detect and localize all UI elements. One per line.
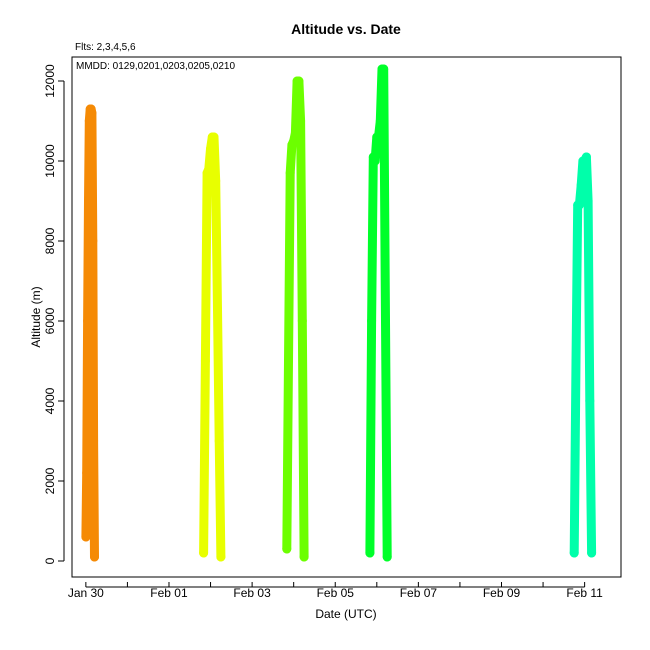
data-point bbox=[89, 436, 99, 446]
data-point bbox=[84, 116, 94, 126]
y-tick-label: 10000 bbox=[43, 144, 57, 178]
data-point bbox=[381, 316, 390, 326]
plot-area: MMDD: 0129,0201,0203,0205,0210 bbox=[71, 56, 622, 578]
y-tick-label: 8000 bbox=[43, 227, 57, 254]
data-point bbox=[382, 552, 392, 562]
x-tick-label: Feb 05 bbox=[317, 586, 355, 600]
data-point bbox=[296, 116, 306, 126]
flight-trace-line bbox=[365, 64, 392, 562]
data-point bbox=[576, 180, 586, 190]
flight-trace-line bbox=[81, 104, 99, 562]
x-axis: Jan 30 Feb 01 Feb 03 Feb 05 Feb 07 Feb 09 Feb … bbox=[68, 582, 603, 600]
x-tick-label: Feb 09 bbox=[483, 586, 521, 600]
data-point bbox=[83, 316, 93, 326]
plot-frame bbox=[71, 56, 622, 578]
y-tick-label: 4000 bbox=[43, 387, 57, 414]
data-point bbox=[375, 116, 385, 126]
data-point bbox=[88, 236, 98, 246]
data-point bbox=[571, 356, 581, 366]
data-point bbox=[299, 552, 309, 562]
data-point bbox=[284, 356, 293, 366]
data-point bbox=[581, 152, 591, 162]
data-point bbox=[282, 544, 292, 554]
data-point bbox=[569, 548, 579, 558]
flight-series bbox=[569, 152, 597, 558]
data-point bbox=[211, 176, 221, 186]
x-tick-label: Jan 30 bbox=[68, 586, 104, 600]
x-tick-label: Feb 07 bbox=[400, 586, 438, 600]
data-point bbox=[370, 156, 380, 166]
data-point bbox=[583, 196, 593, 206]
data-point bbox=[81, 532, 91, 542]
data-point bbox=[206, 144, 215, 154]
data-point bbox=[379, 64, 389, 74]
y-tick-label: 12000 bbox=[43, 64, 57, 98]
data-point bbox=[574, 200, 584, 210]
data-point bbox=[374, 132, 383, 142]
chart-title: Altitude vs. Date bbox=[291, 21, 401, 37]
flight-trace-line bbox=[199, 132, 226, 562]
flight-trace-line bbox=[569, 152, 597, 558]
data-point bbox=[294, 76, 304, 86]
data-point bbox=[365, 548, 375, 558]
data-point bbox=[200, 356, 210, 366]
flight-series bbox=[81, 104, 99, 562]
data-point bbox=[290, 128, 300, 138]
y-axis: 0 2000 4000 6000 8000 10000 12000 bbox=[43, 64, 65, 564]
x-tick-label: Feb 11 bbox=[566, 586, 603, 600]
x-tick-label: Feb 03 bbox=[233, 586, 271, 600]
data-point bbox=[90, 552, 99, 562]
y-tick-label: 0 bbox=[43, 557, 57, 564]
flight-series bbox=[282, 76, 309, 562]
data-point bbox=[587, 548, 597, 558]
data-point bbox=[297, 316, 307, 326]
data-point bbox=[214, 436, 224, 446]
flight-series bbox=[199, 132, 226, 562]
data-point bbox=[367, 316, 377, 326]
data-point bbox=[84, 196, 93, 206]
x-tick-label: Feb 01 bbox=[150, 586, 188, 600]
data-point bbox=[82, 468, 92, 478]
data-point bbox=[199, 548, 209, 558]
data-point bbox=[87, 108, 97, 118]
data-point bbox=[285, 168, 295, 178]
data-point bbox=[216, 552, 226, 562]
data-point bbox=[213, 304, 222, 314]
data-point bbox=[209, 132, 219, 142]
x-axis-title: Date (UTC) bbox=[315, 607, 376, 621]
flights-annotation: Flts: 2,3,4,5,6 bbox=[75, 42, 136, 53]
series-layer bbox=[81, 64, 597, 562]
mmdd-annotation: MMDD: 0129,0201,0203,0205,0210 bbox=[76, 61, 235, 72]
y-tick-label: 6000 bbox=[43, 307, 57, 334]
data-point bbox=[289, 136, 299, 146]
flight-series bbox=[365, 64, 392, 562]
y-axis-title: Altitude (m) bbox=[29, 286, 43, 347]
y-tick-label: 2000 bbox=[43, 467, 57, 494]
data-point bbox=[204, 164, 214, 174]
data-point bbox=[585, 396, 595, 406]
